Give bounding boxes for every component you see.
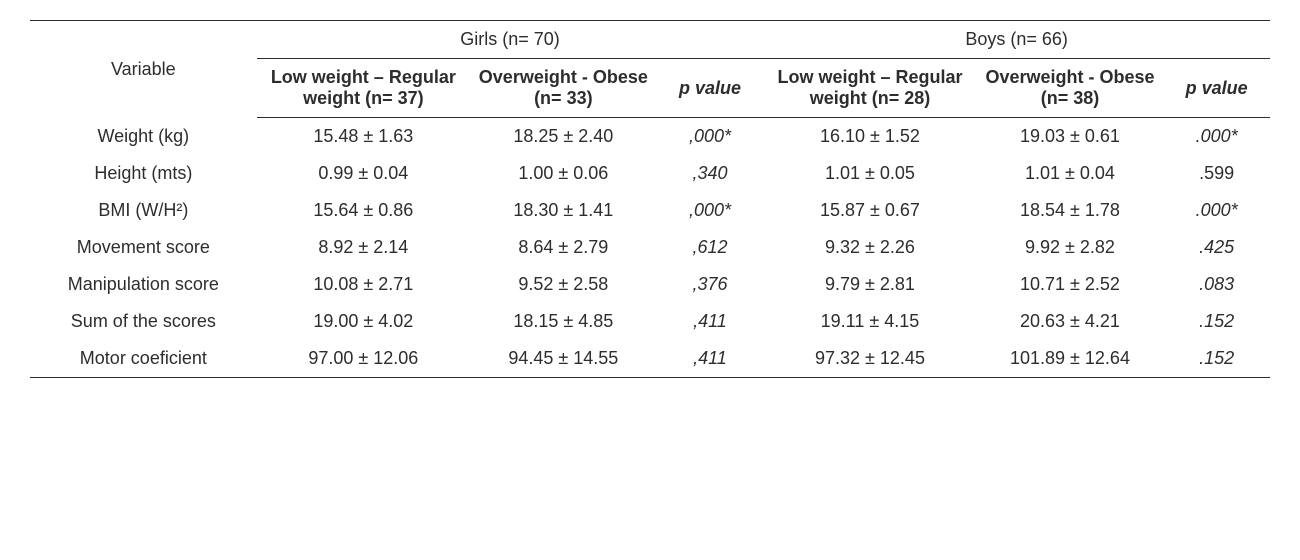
cell-girls-p: ,411 bbox=[657, 303, 764, 340]
cell-girls-over: 1.00 ± 0.06 bbox=[470, 155, 657, 192]
cell-girls-low: 19.00 ± 4.02 bbox=[257, 303, 470, 340]
cell-girls-p: ,000* bbox=[657, 118, 764, 156]
cell-variable: Weight (kg) bbox=[30, 118, 257, 156]
cell-variable: Manipulation score bbox=[30, 266, 257, 303]
col-group-girls: Girls (n= 70) bbox=[257, 21, 764, 59]
col-variable: Variable bbox=[30, 21, 257, 118]
cell-boys-over: 101.89 ± 12.64 bbox=[977, 340, 1164, 378]
cell-boys-low: 15.87 ± 0.67 bbox=[763, 192, 976, 229]
cell-boys-low: 9.79 ± 2.81 bbox=[763, 266, 976, 303]
col-boys-low: Low weight – Regular weight (n= 28) bbox=[763, 59, 976, 118]
table-row: Movement score8.92 ± 2.148.64 ± 2.79,612… bbox=[30, 229, 1270, 266]
cell-girls-over: 18.15 ± 4.85 bbox=[470, 303, 657, 340]
col-girls-low: Low weight – Regular weight (n= 37) bbox=[257, 59, 470, 118]
cell-variable: Motor coeficient bbox=[30, 340, 257, 378]
cell-boys-p: .152 bbox=[1163, 340, 1270, 378]
cell-boys-low: 1.01 ± 0.05 bbox=[763, 155, 976, 192]
cell-girls-low: 15.64 ± 0.86 bbox=[257, 192, 470, 229]
table-row: Weight (kg)15.48 ± 1.6318.25 ± 2.40,000*… bbox=[30, 118, 1270, 156]
cell-boys-over: 10.71 ± 2.52 bbox=[977, 266, 1164, 303]
cell-boys-p: .425 bbox=[1163, 229, 1270, 266]
table-header: Variable Girls (n= 70) Boys (n= 66) Low … bbox=[30, 21, 1270, 118]
col-girls-p: p value bbox=[657, 59, 764, 118]
table-row: Manipulation score10.08 ± 2.719.52 ± 2.5… bbox=[30, 266, 1270, 303]
cell-boys-low: 97.32 ± 12.45 bbox=[763, 340, 976, 378]
cell-girls-p: ,376 bbox=[657, 266, 764, 303]
cell-variable: BMI (W/H²) bbox=[30, 192, 257, 229]
cell-boys-over: 1.01 ± 0.04 bbox=[977, 155, 1164, 192]
table-row: BMI (W/H²)15.64 ± 0.8618.30 ± 1.41,000*1… bbox=[30, 192, 1270, 229]
cell-boys-low: 19.11 ± 4.15 bbox=[763, 303, 976, 340]
cell-boys-over: 19.03 ± 0.61 bbox=[977, 118, 1164, 156]
cell-girls-p: ,000* bbox=[657, 192, 764, 229]
cell-boys-over: 20.63 ± 4.21 bbox=[977, 303, 1164, 340]
data-table: Variable Girls (n= 70) Boys (n= 66) Low … bbox=[30, 20, 1270, 378]
col-group-boys: Boys (n= 66) bbox=[763, 21, 1270, 59]
table-row: Height (mts)0.99 ± 0.041.00 ± 0.06,3401.… bbox=[30, 155, 1270, 192]
cell-boys-p: .152 bbox=[1163, 303, 1270, 340]
cell-girls-low: 10.08 ± 2.71 bbox=[257, 266, 470, 303]
cell-boys-low: 9.32 ± 2.26 bbox=[763, 229, 976, 266]
cell-boys-low: 16.10 ± 1.52 bbox=[763, 118, 976, 156]
cell-girls-over: 8.64 ± 2.79 bbox=[470, 229, 657, 266]
cell-girls-over: 94.45 ± 14.55 bbox=[470, 340, 657, 378]
cell-variable: Height (mts) bbox=[30, 155, 257, 192]
cell-girls-over: 9.52 ± 2.58 bbox=[470, 266, 657, 303]
col-boys-p: p value bbox=[1163, 59, 1270, 118]
col-girls-over: Overweight - Obese (n= 33) bbox=[470, 59, 657, 118]
table-row: Sum of the scores19.00 ± 4.0218.15 ± 4.8… bbox=[30, 303, 1270, 340]
cell-girls-p: ,612 bbox=[657, 229, 764, 266]
cell-boys-p: .000* bbox=[1163, 192, 1270, 229]
cell-girls-low: 0.99 ± 0.04 bbox=[257, 155, 470, 192]
cell-variable: Movement score bbox=[30, 229, 257, 266]
cell-girls-low: 15.48 ± 1.63 bbox=[257, 118, 470, 156]
cell-boys-p: .599 bbox=[1163, 155, 1270, 192]
cell-boys-p: .083 bbox=[1163, 266, 1270, 303]
cell-girls-low: 8.92 ± 2.14 bbox=[257, 229, 470, 266]
table-body: Weight (kg)15.48 ± 1.6318.25 ± 2.40,000*… bbox=[30, 118, 1270, 378]
cell-girls-over: 18.25 ± 2.40 bbox=[470, 118, 657, 156]
cell-boys-over: 18.54 ± 1.78 bbox=[977, 192, 1164, 229]
cell-girls-over: 18.30 ± 1.41 bbox=[470, 192, 657, 229]
cell-girls-p: ,340 bbox=[657, 155, 764, 192]
cell-girls-p: ,411 bbox=[657, 340, 764, 378]
table-row: Motor coeficient97.00 ± 12.0694.45 ± 14.… bbox=[30, 340, 1270, 378]
cell-variable: Sum of the scores bbox=[30, 303, 257, 340]
cell-girls-low: 97.00 ± 12.06 bbox=[257, 340, 470, 378]
cell-boys-over: 9.92 ± 2.82 bbox=[977, 229, 1164, 266]
cell-boys-p: .000* bbox=[1163, 118, 1270, 156]
col-boys-over: Overweight - Obese (n= 38) bbox=[977, 59, 1164, 118]
